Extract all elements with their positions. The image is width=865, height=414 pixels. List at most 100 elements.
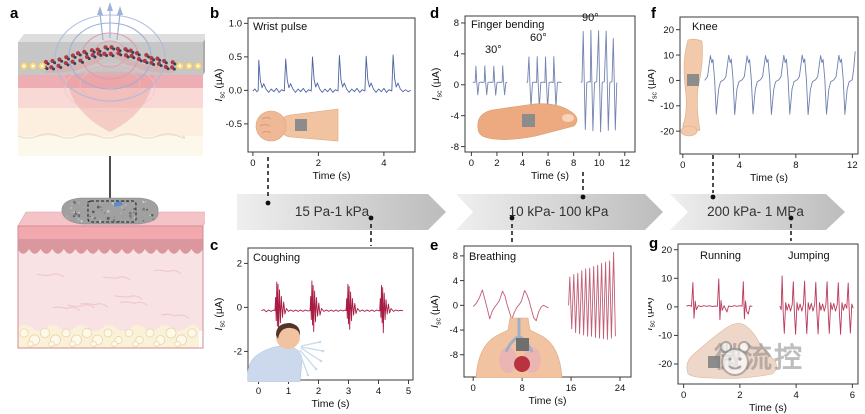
plot-frame [247,17,416,153]
annotation-jumping: Jumping [788,250,830,262]
y-tick-label: 8 [454,18,459,29]
sensor-patch [61,197,159,225]
x-tick-label: 8 [519,383,524,394]
signal-trace [526,56,562,109]
panel-g-letter: g [649,235,659,252]
y-tick-label: 10 [661,273,672,284]
x-tick-label: 10 [594,158,605,169]
finger-illustration [477,103,578,140]
x-tick-label: 3 [346,386,351,397]
y-tick-label: 0 [454,80,459,91]
x-tick-label: 16 [566,383,577,394]
signal-trace [686,278,753,321]
y-tick-label: 4 [454,49,459,60]
sensor-chip [113,201,123,207]
chest-lungs-illustration [475,317,563,378]
y-tick-label: -4 [450,325,458,336]
x-tick-label: 4 [793,390,798,401]
watermark: 微流控 [714,341,804,376]
sensor-outline-dashed [87,200,137,223]
y-tick-label: 0 [237,303,242,314]
skin-schematic-top [17,2,205,156]
dermis-fibers [36,269,189,319]
y-tick-label: -20 [660,126,674,137]
plot-frame [679,16,859,155]
panel-f-letter: f [651,5,656,22]
fat-cells [19,327,197,348]
y-tick-label: -20 [658,359,672,370]
y-tick-label: -2 [234,347,242,358]
x-axis-label: Time (s) [528,395,566,407]
x-axis-label: Time (s) [531,170,569,182]
y-tick-label: -0.5 [226,119,242,130]
x-tick-label: 8 [571,158,576,169]
arrow-label-high: 200 kPa- 1 MPa [707,204,804,219]
sensor-square [295,119,307,131]
y-axis-label: Isc (µA) [430,68,444,101]
chart-coughing: 0 1 2 3 4 5 2 0 -2 Time (s) Isc (µA) [213,247,414,410]
y-tick-label: -8 [451,142,459,153]
annotation-90deg: 90° [582,12,599,24]
annotation-60deg: 60° [530,32,547,44]
y-tick-label: 4 [453,276,458,287]
y-tick-label: 0.0 [229,86,242,97]
signal-trace [252,54,411,93]
signal-trace [472,65,508,96]
panel-e-title: Breathing [469,251,517,263]
chart-finger-bending: 0 2 4 6 8 10 12 8 4 0 -4 -8 Time (s) Isc (µA) [430,15,636,182]
pressure-zone [66,71,154,132]
y-tick-label: 1.0 [229,19,242,30]
sensor-square [708,356,720,368]
signal-trace [580,29,618,133]
x-tick-label: 1 [286,386,291,397]
x-tick-label: 6 [850,390,855,401]
leg-illustration [680,38,703,137]
signal-trace [261,280,404,334]
y-tick-label: 8 [453,251,458,262]
x-tick-label: 2 [494,158,499,169]
annotation-30deg: 30° [485,44,502,56]
y-axis-label: Isc (µA) [429,295,443,328]
annotation-running: Running [700,250,741,262]
x-axis-label: Time (s) [312,170,350,182]
x-tick-label: 12 [619,158,630,169]
x-tick-label: 5 [406,386,411,397]
wechat-logo-icon [720,341,750,376]
x-tick-label: 2 [737,390,742,401]
panel-a-letter: a [10,5,19,22]
skin-schematic-bottom [17,197,205,349]
y-tick-label: 0 [453,301,458,312]
signal-trace [779,275,854,335]
y-axis-label: Isc (µA) [213,298,227,331]
y-tick-label: 2 [237,259,242,270]
arrow-label-low: 15 Pa-1 kPa [294,204,370,219]
y-tick-label: 20 [663,25,674,36]
sensor-square [516,338,529,351]
sensor-square [522,114,535,127]
panel-f-title: Knee [692,21,718,33]
x-tick-label: 4 [376,386,381,397]
y-tick-label: 20 [661,245,672,256]
x-tick-label: 6 [545,158,550,169]
y-tick-label: -4 [451,111,459,122]
x-axis-label: Time (s) [750,172,788,184]
y-tick-label: -8 [450,350,458,361]
plot-frame [677,243,859,385]
x-tick-label: 4 [737,160,742,171]
panel-b-title: Wrist pulse [253,21,308,33]
signal-trace [704,51,856,116]
x-tick-label: 0 [681,390,686,401]
x-tick-label: 4 [520,158,525,169]
panel-c-title: Coughing [253,252,301,264]
x-tick-label: 4 [381,158,386,169]
y-tick-label: 10 [663,50,674,61]
x-axis-label: Time (s) [749,402,787,414]
panel-d-title: Finger bending [471,19,545,31]
y-axis-label: Isc (µA) [648,298,657,331]
x-axis-label: Time (s) [311,398,349,410]
cough-spray [298,341,324,376]
plot-frame [247,247,414,381]
sensor-square [687,74,699,86]
x-tick-label: 0 [471,383,476,394]
